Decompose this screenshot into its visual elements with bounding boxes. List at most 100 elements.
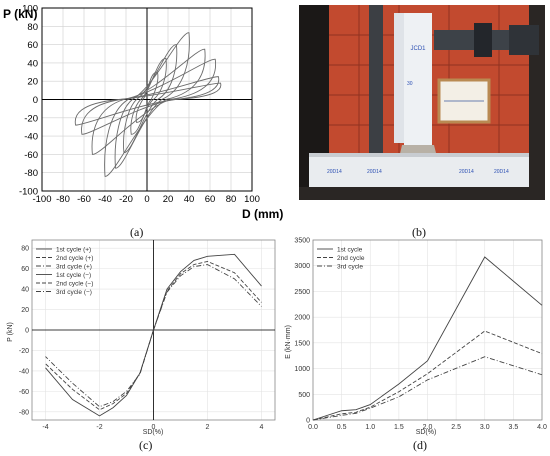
x-tick-c-3: 2 [206,424,210,431]
x-tick-d-5: 2.5 [451,424,461,431]
steel-post [369,5,383,155]
x-tick-a-3: -40 [98,194,112,205]
hysteresis-loop-0 [135,71,159,123]
y-tick-c-3: 20 [21,307,29,314]
y-tick-d-6: 500 [298,392,310,399]
column [404,13,432,153]
legend-d-label-2: 3rd cycle [337,264,363,271]
x-tick-d-2: 1.0 [365,424,375,431]
x-tick-d-4: 2.0 [423,424,433,431]
y-tick-a-0: 100 [22,4,38,15]
y-tick-a-2: 60 [27,40,38,51]
x-tick-d-7: 3.5 [509,424,519,431]
column-label-2: 30 [407,81,413,87]
y-tick-d-2: 2500 [294,289,310,296]
specimen-photo-drawing: JCD1 30 20D14 20D14 20D14 20D14 [299,5,545,200]
series-d-2 [312,356,543,421]
x-axis-label-d: SD(%) [416,429,437,436]
legend-c: 1st cycle (+)2nd cycle (+) 3rd cycle (+)1… [36,247,93,296]
actuator-head [474,23,492,57]
x-axis-label-a: D (mm) [242,207,283,221]
x-tick-c-1: -2 [96,424,102,431]
y-tick-a-5: 0 [33,95,38,106]
y-tick-c-8: -80 [19,409,29,416]
y-axis-label-d: E (kN·mm) [285,325,292,359]
x-axis-label-c: SD(%) [143,429,164,436]
y-tick-d-5: 1000 [294,366,310,373]
column-label-1: JCD1 [410,46,426,52]
caption-c: (c) [139,438,153,452]
legend-c-label-4: 2nd cycle (−) [56,281,93,288]
hysteresis-loop-4 [104,48,206,177]
series-d-1 [312,330,543,421]
axes-a [41,7,253,192]
legend-c-label-0: 1st cycle (+) [56,247,91,254]
x-tick-a-5: 0 [144,194,149,205]
hysteresis-loops [74,32,222,177]
x-tick-d-1: 0.5 [337,424,347,431]
x-tick-a-1: -80 [56,194,70,205]
y-tick-c-4: 0 [25,328,29,335]
tick-labels-a: -100 -80 -60 -40 -20 0 20 40 60 80 100 100 80 60 40 20 0… [19,4,260,206]
y-tick-c-6: -40 [19,368,29,375]
series-c-0 [153,253,262,331]
y-axis-label-a: P (kN) [3,7,37,21]
series-c [45,253,262,417]
chart-energy: 0.0 0.5 1.0 1.5 2.0 2.5 3.0 3.5 4.0 3500 3000 2500 2… [285,238,547,437]
x-tick-a-2: -60 [77,194,91,205]
column-side [394,13,404,143]
legend-c-label-3: 1st cycle (−) [56,272,91,279]
hysteresis-loop-5 [91,58,217,155]
y-axis-label-c: P (kN) [7,322,14,342]
legend-d-label-1: 2nd cycle [337,255,365,262]
y-tick-a-8: -60 [24,150,38,161]
chart-hysteresis: -100 -80 -60 -40 -20 0 20 40 60 80 100 100 80 60 40 20 0… [3,4,283,222]
floor [299,187,545,200]
y-tick-a-6: -20 [24,113,38,124]
specimen-photo: JCD1 30 20D14 20D14 20D14 20D14 [299,5,545,200]
legend-d-label-0: 1st cycle [337,247,363,254]
x-tick-a-8: 60 [205,194,216,205]
beam-tag-2: 20D14 [367,169,382,175]
y-tick-a-7: -40 [24,132,38,143]
caption-d: (d) [413,438,427,452]
foundation-beam [309,155,529,187]
y-tick-a-4: 20 [27,77,38,88]
x-tick-d-8: 4.0 [537,424,547,431]
legend-c-label-5: 3rd cycle (−) [56,289,92,296]
x-tick-a-4: -20 [119,194,133,205]
x-tick-a-6: 20 [163,194,174,205]
x-tick-a-0: -100 [32,194,51,205]
beam-tag-1: 20D14 [327,169,342,175]
y-tick-c-1: 60 [21,266,29,273]
y-tick-d-1: 3000 [294,263,310,270]
x-tick-c-2: 0 [152,424,156,431]
x-tick-d-0: 0.0 [308,424,318,431]
y-tick-a-1: 80 [27,22,38,33]
y-tick-c-5: -20 [19,348,29,355]
legend-c-label-2: 3rd cycle (+) [56,264,92,271]
hysteresis-loop-7 [74,82,222,126]
axes-d [312,239,543,421]
x-tick-c-4: 4 [260,424,264,431]
series-d-0 [312,256,543,421]
y-tick-c-7: -60 [19,389,29,396]
hysteresis-loop-3 [114,32,190,169]
tick-labels-d: 0.0 0.5 1.0 1.5 2.0 2.5 3.0 3.5 4.0 3500 3000 2500 2… [294,238,547,432]
x-tick-a-7: 40 [184,194,195,205]
series-c-4 [45,329,154,411]
frame-d [312,239,543,421]
foundation-top [309,153,529,157]
x-tick-a-9: 80 [226,194,237,205]
series-c-2 [153,264,262,331]
y-tick-d-3: 2000 [294,315,310,322]
actuator-body [509,25,539,55]
hysteresis-loop-6 [81,76,220,135]
caption-b: (b) [412,225,426,239]
y-tick-d-7: 0 [306,418,310,425]
y-tick-d-4: 1500 [294,340,310,347]
series-c-1 [153,261,262,331]
x-tick-c-0: -4 [42,424,48,431]
